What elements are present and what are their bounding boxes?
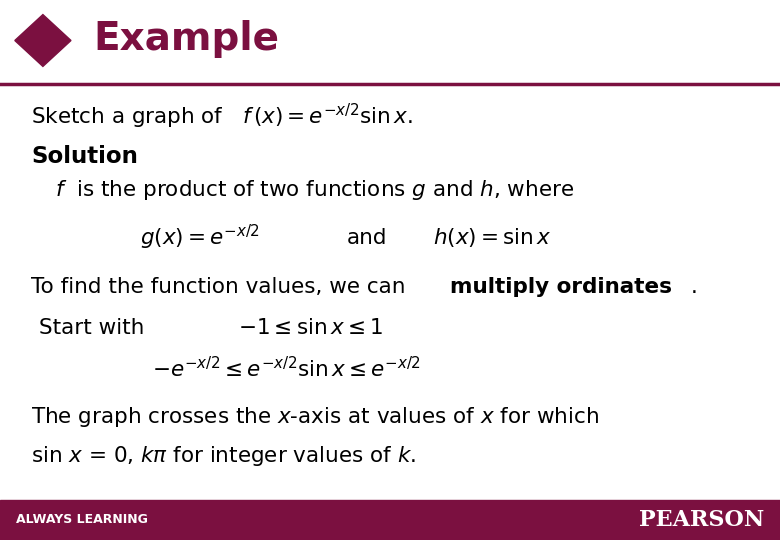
Text: and: and: [347, 227, 388, 248]
Text: Solution: Solution: [31, 145, 138, 168]
Text: $g(x)=e^{-x/2}$: $g(x)=e^{-x/2}$: [140, 223, 261, 252]
Text: $-e^{-x/2}\leq e^{-x/2}\sin x\leq e^{-x/2}$: $-e^{-x/2}\leq e^{-x/2}\sin x\leq e^{-x/…: [152, 356, 421, 381]
Polygon shape: [15, 15, 71, 66]
Text: $f$  is the product of two functions $g$ and $h$, where: $f$ is the product of two functions $g$ …: [55, 178, 574, 202]
Text: sin $x$ = 0, $k\pi$ for integer values of $k$.: sin $x$ = 0, $k\pi$ for integer values o…: [31, 444, 417, 468]
Text: .: .: [690, 277, 697, 298]
Text: multiply ordinates: multiply ordinates: [450, 277, 672, 298]
Text: $-1\leq\sin x\leq 1$: $-1\leq\sin x\leq 1$: [238, 318, 383, 338]
Text: Sketch a graph of   $f\,(x)=e^{-x/2}\sin x.$: Sketch a graph of $f\,(x)=e^{-x/2}\sin x…: [31, 102, 413, 131]
Text: Start with: Start with: [39, 318, 144, 338]
Text: To find the function values, we can: To find the function values, we can: [31, 277, 413, 298]
Text: The graph crosses the $x$-axis at values of $x$ for which: The graph crosses the $x$-axis at values…: [31, 405, 599, 429]
Text: PEARSON: PEARSON: [639, 509, 764, 531]
Text: ALWAYS LEARNING: ALWAYS LEARNING: [16, 513, 147, 526]
Bar: [0, 500, 780, 540]
Text: Example: Example: [94, 20, 279, 58]
Text: $h(x)=\sin x$: $h(x)=\sin x$: [433, 226, 551, 249]
